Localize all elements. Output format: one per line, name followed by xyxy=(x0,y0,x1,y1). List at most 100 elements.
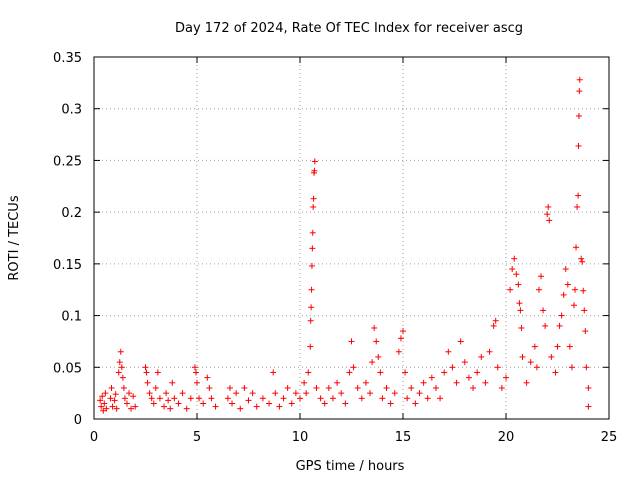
data-point xyxy=(576,76,583,83)
data-point xyxy=(498,384,505,391)
data-point xyxy=(97,397,104,404)
data-point xyxy=(301,379,308,386)
data-point xyxy=(109,403,116,410)
data-point xyxy=(156,395,163,402)
data-point xyxy=(103,405,110,412)
data-point xyxy=(367,390,374,397)
data-point xyxy=(233,390,240,397)
data-point xyxy=(288,400,295,407)
y-tick-label: 0.1 xyxy=(61,310,82,325)
data-point xyxy=(465,374,472,381)
data-point xyxy=(441,369,448,376)
data-point xyxy=(358,395,365,402)
data-point xyxy=(573,244,580,251)
data-point xyxy=(402,369,409,376)
data-point xyxy=(346,369,353,376)
data-point xyxy=(143,369,150,376)
data-point xyxy=(560,291,567,298)
y-tick-label: 0.05 xyxy=(53,361,82,376)
data-point xyxy=(518,324,525,331)
y-tick-label: 0.35 xyxy=(53,51,82,66)
data-point xyxy=(581,307,588,314)
data-point xyxy=(98,403,105,410)
data-point xyxy=(270,369,277,376)
data-point xyxy=(107,395,114,402)
data-point xyxy=(509,266,516,273)
data-point xyxy=(317,395,324,402)
data-point xyxy=(585,403,592,410)
data-point xyxy=(108,384,115,391)
data-point xyxy=(395,348,402,355)
data-point xyxy=(118,364,125,371)
data-point xyxy=(192,369,199,376)
data-point xyxy=(308,304,315,311)
x-tick-labels: 0 5 10 15 20 25 xyxy=(90,430,617,445)
grid-lines xyxy=(94,57,609,419)
x-tick-label: 0 xyxy=(90,430,98,445)
data-point xyxy=(562,266,569,273)
data-point xyxy=(183,405,190,412)
data-point xyxy=(196,395,203,402)
data-point xyxy=(545,203,552,210)
x-tick-label: 10 xyxy=(292,430,309,445)
data-point xyxy=(445,348,452,355)
data-point xyxy=(200,400,207,407)
data-point xyxy=(111,397,118,404)
data-point xyxy=(338,390,345,397)
data-point xyxy=(321,400,328,407)
data-point xyxy=(535,286,542,293)
data-point xyxy=(117,348,124,355)
data-point xyxy=(272,390,279,397)
data-point xyxy=(204,374,211,381)
data-point xyxy=(570,302,577,309)
data-point xyxy=(194,379,200,386)
data-point xyxy=(437,395,444,402)
data-point xyxy=(307,317,314,324)
data-point xyxy=(552,369,559,376)
data-point xyxy=(404,395,411,402)
data-point xyxy=(576,88,583,95)
data-point xyxy=(546,217,553,224)
data-point xyxy=(224,395,231,402)
data-point xyxy=(311,167,318,174)
data-point xyxy=(165,397,172,404)
data-point xyxy=(163,390,170,397)
data-point xyxy=(212,403,219,410)
data-point xyxy=(461,359,468,366)
data-point xyxy=(373,338,380,345)
data-point xyxy=(583,364,590,371)
data-point xyxy=(554,343,561,350)
data-point xyxy=(310,203,317,210)
data-point xyxy=(276,403,283,410)
data-point xyxy=(566,343,573,350)
data-point xyxy=(387,400,394,407)
data-point xyxy=(187,395,194,402)
x-tick-label: 20 xyxy=(498,430,515,445)
data-point xyxy=(313,384,320,391)
data-point xyxy=(354,384,361,391)
data-point xyxy=(575,112,582,119)
data-point xyxy=(478,353,485,360)
data-point xyxy=(99,393,106,400)
data-point xyxy=(572,286,579,293)
data-point xyxy=(580,287,587,294)
plot-frame xyxy=(93,56,610,420)
data-point xyxy=(494,364,501,371)
data-point xyxy=(206,384,213,391)
data-point xyxy=(113,405,120,412)
data-point xyxy=(245,397,252,404)
data-point xyxy=(523,379,530,386)
data-point xyxy=(348,338,355,345)
data-point xyxy=(377,369,384,376)
data-point xyxy=(342,400,349,407)
data-point xyxy=(208,395,215,402)
data-point xyxy=(449,364,456,371)
data-point xyxy=(144,379,151,386)
data-point xyxy=(308,286,315,293)
axis-ticks xyxy=(93,56,610,420)
y-tick-label: 0.2 xyxy=(61,206,82,221)
x-axis-label: GPS time / hours xyxy=(296,459,405,474)
data-point xyxy=(457,338,464,345)
data-point xyxy=(120,384,127,391)
data-point xyxy=(128,405,135,412)
